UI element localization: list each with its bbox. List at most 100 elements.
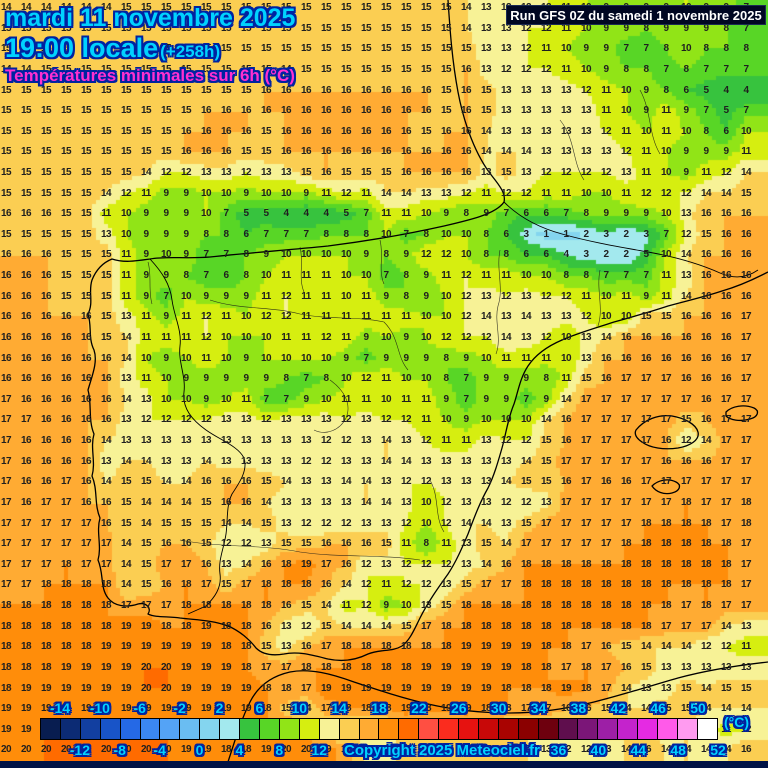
grid-value: 15 (640, 311, 652, 323)
grid-value: 7 (223, 249, 229, 261)
grid-value: 15 (20, 84, 32, 96)
grid-value: 6 (243, 228, 249, 240)
grid-value: 11 (561, 373, 571, 385)
grid-value: 17 (0, 414, 12, 426)
grid-value: 17 (580, 538, 592, 550)
grid-value: 11 (661, 105, 671, 117)
grid-value: 15 (400, 63, 412, 75)
grid-value: 8 (643, 63, 649, 75)
grid-value: 12 (200, 331, 212, 343)
grid-value: 13 (100, 228, 112, 240)
grid-value: 13 (440, 579, 452, 591)
grid-value: 13 (680, 270, 692, 282)
grid-value: 12 (500, 63, 512, 75)
grid-value: 13 (400, 496, 412, 508)
grid-value: 19 (220, 703, 232, 715)
grid-value: 13 (520, 290, 532, 302)
grid-value: 16 (400, 167, 412, 178)
grid-value: 10 (560, 331, 572, 343)
grid-value: 15 (660, 703, 672, 715)
grid-value: 18 (0, 620, 12, 632)
grid-value: 20 (140, 723, 152, 735)
grid-value: 15 (60, 228, 72, 240)
grid-value: 18 (300, 579, 312, 591)
grid-value: 9 (203, 373, 209, 385)
grid-value: 9 (163, 270, 169, 282)
grid-value: 17 (300, 723, 312, 735)
grid-value: 10 (440, 414, 452, 426)
grid-value: 8 (543, 373, 549, 385)
grid-value: 16 (20, 496, 32, 508)
grid-value: 15 (440, 105, 452, 117)
grid-value: 3 (603, 228, 609, 240)
grid-value: 15 (40, 187, 52, 199)
grid-value: 17 (740, 600, 752, 611)
grid-value: 15 (420, 43, 432, 55)
grid-value: 13 (480, 63, 492, 75)
grid-value: 12 (520, 187, 532, 199)
grid-value: 18 (420, 703, 432, 715)
grid-value: 9 (363, 249, 369, 261)
grid-value: 12 (360, 600, 372, 611)
grid-value: 17 (700, 496, 712, 508)
grid-value: 11 (281, 331, 291, 343)
grid-value: 4 (563, 249, 569, 261)
grid-value: 8 (443, 373, 449, 385)
grid-value: 11 (661, 270, 671, 282)
grid-value: 20 (80, 723, 92, 735)
grid-value: 9 (263, 373, 269, 385)
grid-value: 16 (200, 125, 212, 137)
grid-value: 17 (700, 476, 712, 488)
grid-value: 15 (60, 208, 72, 220)
grid-value: 18 (500, 620, 512, 632)
grid-value: 15 (80, 270, 92, 282)
grid-value: 19 (160, 641, 172, 653)
grid-value: 8 (483, 228, 489, 240)
grid-value: 15 (100, 125, 112, 137)
grid-value: 17 (660, 414, 672, 426)
grid-value: 14 (120, 558, 132, 570)
grid-value: 14 (360, 620, 372, 632)
grid-value: 16 (280, 125, 292, 137)
grid-value: 12 (560, 744, 572, 756)
grid-value: 17 (580, 455, 592, 467)
grid-value: 8 (243, 249, 249, 261)
grid-value: 15 (200, 517, 212, 529)
grid-value: 9 (503, 373, 509, 385)
grid-value: 15 (320, 620, 332, 632)
grid-value: 16 (680, 455, 692, 467)
grid-value: 19 (120, 682, 132, 694)
grid-value: 15 (540, 455, 552, 467)
grid-value: 16 (200, 146, 212, 158)
grid-value: 13 (680, 208, 692, 220)
grid-value: 17 (0, 558, 12, 570)
grid-value: 18 (700, 579, 712, 591)
grid-value: 16 (100, 414, 112, 426)
grid-value: 13 (680, 661, 692, 673)
grid-value: 7 (723, 63, 729, 75)
grid-value: 14 (640, 703, 652, 715)
grid-value: 15 (60, 63, 72, 75)
grid-value: 20 (160, 723, 172, 735)
grid-value: 16 (20, 393, 32, 405)
grid-value: 18 (660, 600, 672, 611)
grid-value: 17 (680, 476, 692, 488)
grid-value: 15 (260, 517, 272, 529)
grid-value: 16 (320, 125, 332, 137)
grid-value: 16 (720, 228, 732, 240)
grid-value: 20 (60, 744, 72, 756)
grid-value: 18 (620, 558, 632, 570)
grid-value: 15 (660, 311, 672, 323)
grid-value: 15 (20, 187, 32, 199)
grid-value: 7 (403, 228, 409, 240)
grid-value: 9 (203, 393, 209, 405)
grid-value: 16 (740, 744, 752, 756)
grid-value: 5 (263, 208, 269, 220)
grid-value: 17 (480, 579, 492, 591)
grid-value: 9 (383, 290, 389, 302)
grid-value: 14 (200, 455, 212, 467)
grid-value: 8 (663, 84, 669, 96)
grid-value: 19 (440, 682, 452, 694)
grid-value: 15 (60, 249, 72, 261)
